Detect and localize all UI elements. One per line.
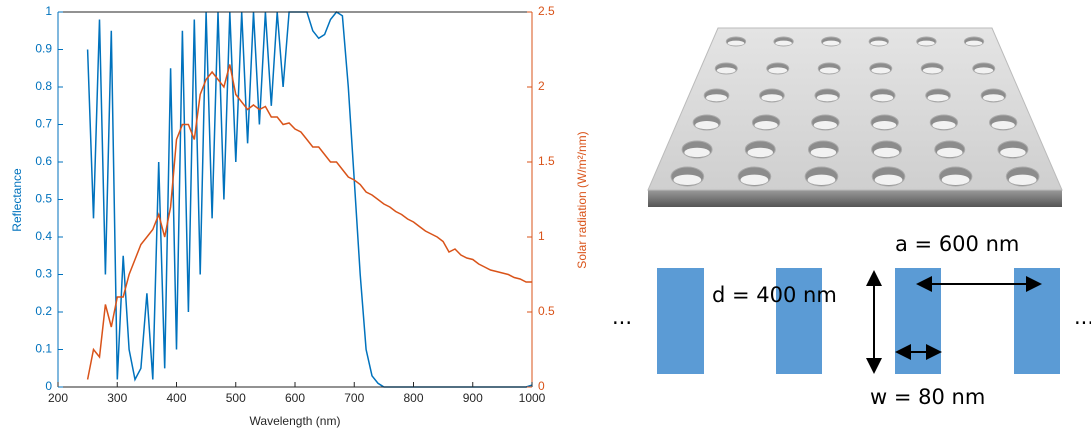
width-label: w = 80 nm xyxy=(870,385,985,409)
y-tick-label: 0.8 xyxy=(35,79,52,93)
x-tick-label: 500 xyxy=(226,391,246,405)
hole-floor xyxy=(747,147,773,158)
y-tick-label: 0.1 xyxy=(35,342,52,356)
hole-floor xyxy=(673,174,702,186)
y-tick-label: 0.3 xyxy=(35,267,52,281)
hole-floor xyxy=(874,174,903,186)
y-tick-label: 0.4 xyxy=(35,229,52,243)
hole-floor xyxy=(716,67,736,74)
hole-floor xyxy=(918,40,935,46)
hole-floor xyxy=(819,67,839,74)
hole-floor xyxy=(775,40,792,46)
x-tick-label: 200 xyxy=(48,391,68,405)
bar-block xyxy=(657,268,704,374)
y-tick-label: 0.2 xyxy=(35,304,52,318)
hole-floor xyxy=(768,67,788,74)
hole-floor xyxy=(761,94,783,102)
hole-floor xyxy=(937,147,963,158)
hole-floor xyxy=(927,94,949,102)
hole-floor xyxy=(684,147,710,158)
hole-floor xyxy=(872,94,894,102)
hole-floor xyxy=(932,121,956,130)
y-axis-label: Reflectance xyxy=(10,168,24,232)
hole-floor xyxy=(740,174,769,186)
plate-side xyxy=(648,190,1062,207)
hole-floor xyxy=(807,174,836,186)
hole-floor xyxy=(922,67,942,74)
plot-area xyxy=(58,12,532,387)
x-tick-label: 900 xyxy=(463,391,483,405)
hole-floor xyxy=(941,174,970,186)
y-tick-label: 0.6 xyxy=(35,154,52,168)
hole-floor xyxy=(1008,174,1037,186)
hole-floor xyxy=(727,40,745,46)
y2-tick-label: 1 xyxy=(538,229,545,243)
y2-tick-label: 1.5 xyxy=(538,154,555,168)
bar-block xyxy=(776,268,822,374)
x-tick-label: 600 xyxy=(285,391,305,405)
period-label: a = 600 nm xyxy=(895,232,1019,256)
hole-floor xyxy=(813,121,837,130)
x-tick-label: 400 xyxy=(166,391,186,405)
x-tick-label: 300 xyxy=(107,391,127,405)
y-tick-label: 1 xyxy=(45,4,52,18)
hole-floor xyxy=(982,94,1004,102)
x-tick-label: 800 xyxy=(403,391,423,405)
hole-floor xyxy=(965,40,983,46)
y2-tick-label: 0 xyxy=(538,379,545,393)
y-tick-label: 0 xyxy=(45,379,52,393)
hole-floor xyxy=(974,67,994,74)
x-tick-label: 1000 xyxy=(519,391,546,405)
y-tick-label: 0.9 xyxy=(35,42,52,56)
x-tick-label: 700 xyxy=(344,391,364,405)
hole-floor xyxy=(873,147,900,158)
y2-tick-label: 2 xyxy=(538,79,545,93)
ellipsis: ... xyxy=(612,305,632,329)
cross-section: a = 600 nm d = 400 nm w = 80 nm ... ... xyxy=(612,232,1091,409)
data-line xyxy=(86,64,532,380)
hole-floor xyxy=(822,40,840,46)
y-tick-label: 0.5 xyxy=(35,192,52,206)
y2-axis-label: Solar radiation (W/m²/nm) xyxy=(575,131,589,268)
hole-floor xyxy=(870,40,888,46)
hole-floor xyxy=(810,147,837,158)
hole-floor xyxy=(871,67,891,74)
hole-floor xyxy=(873,121,897,130)
plate-top xyxy=(647,27,1063,191)
plate-illustration xyxy=(647,27,1063,207)
hole-floor xyxy=(816,94,838,102)
hole-floor xyxy=(1000,147,1026,158)
hole-floor xyxy=(706,94,728,102)
ellipsis: ... xyxy=(1074,305,1091,329)
y2-tick-label: 0.5 xyxy=(538,304,555,318)
hole-floor xyxy=(695,121,719,130)
y-tick-label: 0.7 xyxy=(35,117,52,131)
depth-label: d = 400 nm xyxy=(712,283,837,307)
hole-floor xyxy=(991,121,1015,130)
y2-tick-label: 2.5 xyxy=(538,4,555,18)
x-axis-label: Wavelength (nm) xyxy=(250,414,341,428)
hole-floor xyxy=(754,121,778,130)
